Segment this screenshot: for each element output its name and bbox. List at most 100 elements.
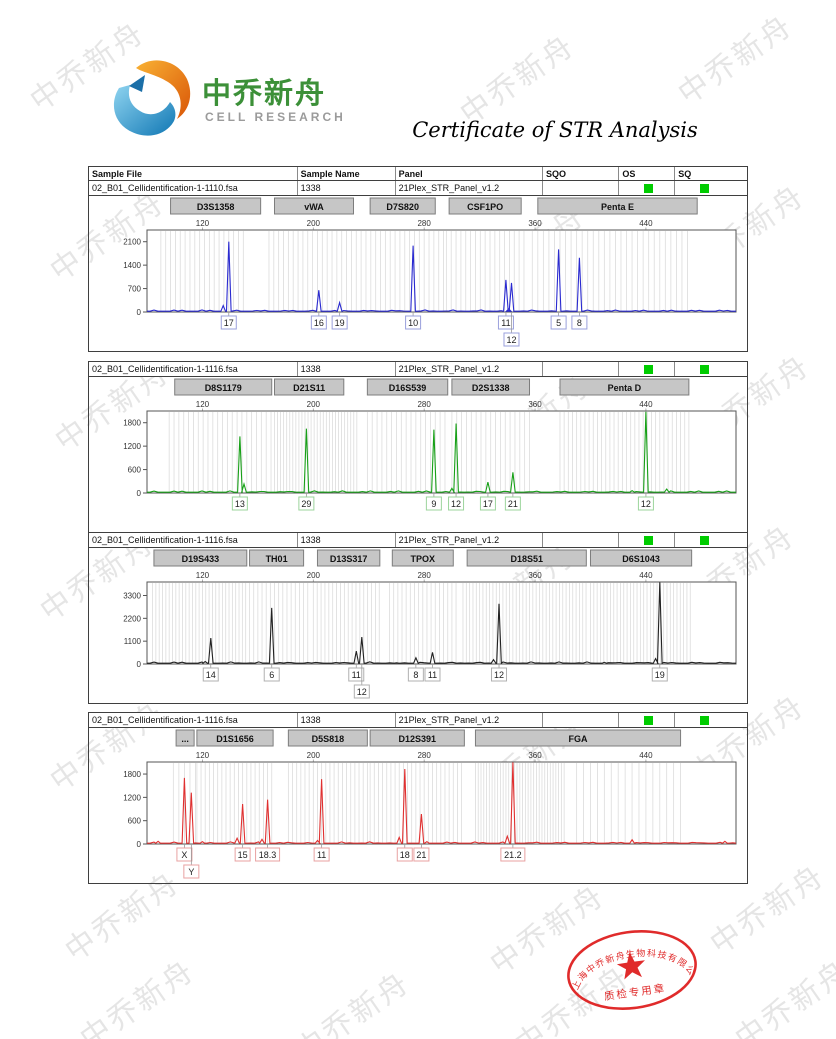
allele-label-box <box>405 315 422 330</box>
marker-label: D8S1179 <box>205 383 242 393</box>
allele-label-box <box>183 864 200 879</box>
plot-area <box>146 229 737 313</box>
x-tick-label: 360 <box>528 219 542 228</box>
sqo-cell <box>543 533 620 547</box>
brand-name-cn: 中乔新舟 <box>202 76 327 110</box>
column-header: Sample Name <box>298 167 396 180</box>
x-tick-label: 120 <box>196 751 210 760</box>
marker-label: Penta D <box>608 383 642 393</box>
marker-label: TH01 <box>266 554 288 564</box>
y-tick-label: 1800 <box>123 770 141 779</box>
marker-label: D19S433 <box>182 554 220 564</box>
qc-stamp: 上海中乔新舟生物科技有限公司 质检专用章 <box>552 920 698 1010</box>
sample-name-cell: 1338 <box>298 713 396 727</box>
watermark-text: 中乔新舟 <box>73 952 203 1039</box>
allele-label: 19 <box>655 670 665 680</box>
x-tick-label: 200 <box>307 219 321 228</box>
panel-name-cell: 21Plex_STR_Panel_v1.2 <box>396 362 543 376</box>
allele-label: 12 <box>641 499 651 509</box>
sample-row: 02_B01_Cellidentification-1-1116.fsa 1338… <box>89 713 747 728</box>
allele-label-box <box>202 667 219 682</box>
signal-trace <box>147 241 736 312</box>
allele-label: 12 <box>494 670 504 680</box>
marker-bar <box>366 378 449 396</box>
y-tick-label: 0 <box>137 840 142 849</box>
marker-bar <box>559 378 690 396</box>
x-tick-label: 120 <box>196 219 210 228</box>
y-tick-label: 1400 <box>123 261 141 270</box>
sq-cell <box>675 181 747 195</box>
marker-bar <box>369 729 465 747</box>
os-pass-flag <box>644 183 654 193</box>
x-tick-label: 200 <box>307 751 321 760</box>
marker-label: D21S11 <box>293 383 325 393</box>
marker-bar <box>391 549 454 567</box>
x-tick-label: 200 <box>307 400 321 409</box>
allele-label: 5 <box>556 318 561 328</box>
marker-label: CSF1PO <box>467 202 503 212</box>
column-header: Panel <box>396 167 543 180</box>
marker-label: ... <box>181 734 189 744</box>
allele-label-box <box>424 667 441 682</box>
sample-file-cell: 02_B01_Cellidentification-1-1110.fsa <box>89 181 298 195</box>
table-header-row: Sample File Sample Name Panel SQO OS SQ <box>89 167 747 181</box>
allele-label-box <box>448 496 465 511</box>
y-tick-label: 1200 <box>123 793 141 802</box>
x-tick-label: 360 <box>528 571 542 580</box>
allele-label: 19 <box>335 318 345 328</box>
allele-label-box <box>479 496 496 511</box>
stamp-label-text: 质检专用章 <box>603 981 667 1003</box>
allele-label-box <box>310 315 327 330</box>
company-logo-icon <box>113 60 191 136</box>
plot-area <box>146 761 737 845</box>
sample-name-cell: 1338 <box>298 181 396 195</box>
marker-bar <box>451 378 531 396</box>
marker-label: D13S317 <box>330 554 368 564</box>
allele-label-box <box>425 496 442 511</box>
allele-label-box <box>353 684 370 699</box>
column-header: SQ <box>678 168 692 179</box>
allele-label: 17 <box>224 318 234 328</box>
marker-bar <box>448 197 522 215</box>
x-tick-label: 440 <box>639 400 653 409</box>
brand-name-en: CELL RESEARCH <box>205 110 346 124</box>
allele-label-box <box>651 667 668 682</box>
y-tick-label: 2100 <box>123 238 141 247</box>
os-cell <box>619 713 676 727</box>
os-cell <box>619 362 676 376</box>
marker-bar <box>175 729 195 747</box>
marker-bar <box>369 197 436 215</box>
allele-label: 6 <box>269 670 274 680</box>
y-tick-label: 700 <box>128 285 142 294</box>
y-tick-label: 1200 <box>123 442 141 451</box>
allele-label-box <box>234 847 251 862</box>
allele-label-box <box>407 667 424 682</box>
marker-bar <box>274 378 345 396</box>
x-tick-label: 120 <box>196 571 210 580</box>
allele-label: 21.2 <box>504 850 522 860</box>
sample-file-cell: 02_B01_Cellidentification-1-1116.fsa <box>89 362 298 376</box>
allele-label: 8 <box>413 670 418 680</box>
allele-label-box <box>550 315 567 330</box>
signal-trace <box>147 411 736 493</box>
allele-label-box <box>220 315 237 330</box>
allele-label: 12 <box>506 335 516 345</box>
y-tick-label: 0 <box>137 308 142 317</box>
str-panel-4: 02_B01_Cellidentification-1-1116.fsa 1338… <box>88 712 748 884</box>
plot-area <box>146 581 737 665</box>
marker-bar <box>287 729 368 747</box>
watermark-text: 中乔新舟 <box>671 7 801 113</box>
allele-label-box <box>348 667 365 682</box>
allele-label: 11 <box>352 670 361 680</box>
marker-bar <box>196 729 274 747</box>
sample-file-cell: 02_B01_Cellidentification-1-1116.fsa <box>89 713 298 727</box>
allele-label: X <box>181 850 187 860</box>
marker-bar <box>474 729 682 747</box>
allele-label-box <box>491 667 508 682</box>
allele-label: 12 <box>357 687 367 697</box>
x-tick-label: 280 <box>417 400 431 409</box>
x-tick-label: 120 <box>196 400 210 409</box>
allele-label-box <box>500 847 526 862</box>
